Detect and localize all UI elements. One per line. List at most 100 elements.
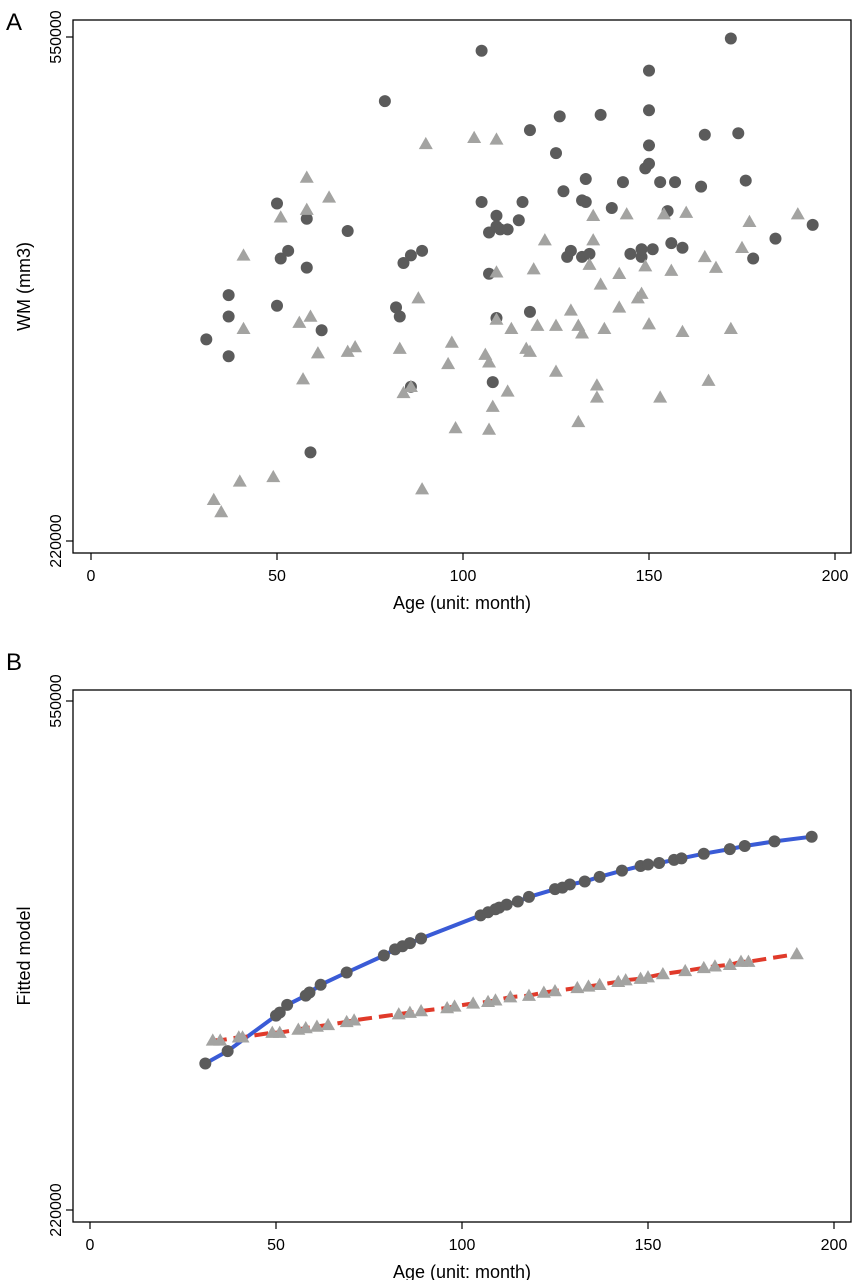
data-point-triangle [500, 384, 515, 397]
data-point-circle [378, 95, 391, 108]
data-point-circle [557, 185, 570, 198]
y-axis-title: WM (mm3) [14, 242, 34, 331]
data-point-circle [222, 289, 235, 302]
data-point-circle [732, 127, 745, 140]
data-point-circle [200, 333, 213, 346]
data-point-circle [300, 212, 313, 225]
data-point-circle [643, 157, 655, 170]
data-point-triangle [589, 378, 604, 391]
data-point-triangle [697, 249, 712, 263]
data-point-circle [723, 843, 736, 856]
data-point-triangle [653, 390, 668, 403]
data-point-circle [724, 32, 737, 45]
data-point-triangle [612, 266, 627, 279]
data-point-triangle [415, 482, 430, 495]
data-point-triangle [790, 207, 805, 220]
panel-letter: B [6, 649, 22, 676]
data-point-triangle [503, 990, 518, 1003]
data-point-triangle [235, 1030, 250, 1043]
data-point-triangle [656, 207, 671, 220]
data-point-triangle [448, 420, 463, 434]
data-point-circle [341, 224, 354, 237]
data-point-triangle [742, 214, 757, 228]
data-point-triangle [701, 373, 716, 386]
panel-letter: A [6, 9, 22, 36]
data-point-triangle [612, 300, 627, 313]
y-axis-title: Fitted model [14, 906, 34, 1005]
x-tick-label: 50 [268, 568, 286, 585]
data-point-triangle [292, 315, 307, 328]
data-point-circle [769, 232, 782, 245]
data-point-triangle [467, 130, 482, 144]
data-point-triangle [735, 240, 749, 254]
y-tick-label: 220000 [48, 514, 65, 567]
x-axis-title: Age (unit: month) [393, 593, 531, 613]
data-point-circle [698, 128, 711, 141]
data-point-triangle [402, 1005, 417, 1018]
data-point-triangle [634, 286, 649, 299]
data-point-triangle [641, 970, 655, 983]
data-point-circle [550, 147, 562, 160]
data-point-triangle [618, 973, 633, 986]
data-point-circle [273, 1006, 286, 1019]
data-point-circle [653, 856, 666, 869]
data-point-triangle [214, 504, 229, 518]
data-point-triangle [466, 996, 481, 1009]
data-point-triangle [581, 979, 596, 992]
data-point-circle [646, 243, 659, 256]
data-point-triangle [444, 335, 459, 348]
data-point-circle [579, 173, 592, 186]
data-point-triangle [586, 208, 601, 221]
data-point-triangle [741, 954, 756, 967]
data-point-triangle [482, 422, 497, 435]
data-point-circle [643, 64, 655, 77]
data-point-triangle [548, 983, 562, 997]
data-point-circle [404, 249, 417, 262]
data-point-triangle [272, 1025, 287, 1038]
data-point-triangle [489, 312, 504, 325]
data-point-triangle [536, 985, 551, 998]
data-point-triangle [299, 170, 314, 183]
data-point-circle [304, 446, 317, 459]
data-point-circle [274, 252, 287, 265]
data-point-circle [475, 44, 488, 57]
x-tick-label: 100 [449, 1237, 476, 1254]
data-point-triangle [340, 344, 355, 357]
data-point-triangle [411, 291, 426, 304]
data-point-triangle [593, 277, 608, 290]
x-tick-label: 50 [267, 1237, 285, 1254]
data-point-circle [221, 1045, 234, 1058]
data-point-circle [594, 108, 607, 121]
data-point-triangle [266, 469, 281, 483]
data-point-circle [738, 839, 751, 852]
data-point-triangle [678, 963, 693, 977]
data-point-circle [695, 180, 708, 193]
data-point-triangle [575, 326, 590, 339]
data-point-circle [300, 261, 313, 274]
data-point-triangle [309, 1019, 324, 1032]
data-point-triangle [391, 1007, 406, 1020]
data-point-circle [643, 139, 655, 152]
data-point-triangle [418, 136, 433, 150]
data-point-circle [282, 244, 295, 257]
data-point-triangle [273, 210, 288, 223]
data-point-circle [675, 852, 688, 865]
data-point-circle [669, 176, 682, 189]
data-point-triangle [392, 341, 407, 354]
data-point-triangle [504, 321, 519, 334]
x-tick-label: 0 [87, 568, 96, 585]
data-point-triangle [537, 233, 552, 246]
data-point-circle [512, 214, 525, 227]
data-point-triangle [582, 257, 597, 270]
data-point-triangle [447, 999, 462, 1012]
data-point-triangle [321, 1017, 336, 1031]
data-point-circle [314, 978, 327, 991]
data-point-triangle [298, 1020, 313, 1034]
data-point-circle [697, 847, 710, 860]
data-point-triangle [403, 379, 418, 392]
data-point-circle [415, 932, 428, 945]
y-tick-label: 220000 [48, 1183, 65, 1236]
data-point-circle [490, 209, 503, 222]
data-point-triangle [638, 259, 653, 272]
